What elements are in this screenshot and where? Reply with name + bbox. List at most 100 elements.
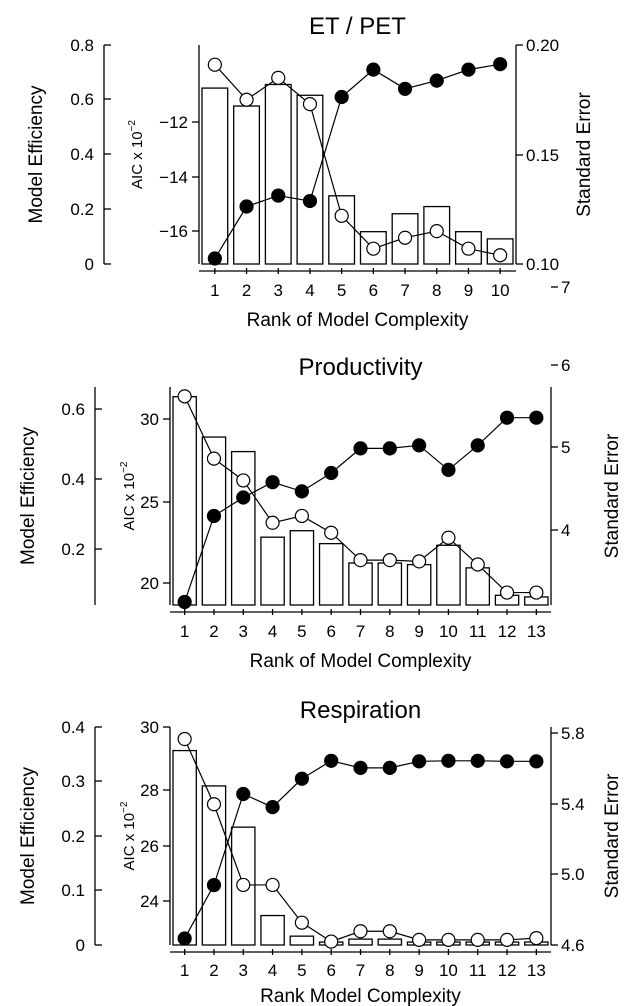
standard-error-point — [206, 797, 222, 812]
panel-2: Productivity 0.2 0.4 0.6 Model Efficiency 20 2… — [18, 278, 623, 672]
standard-error-point — [382, 553, 397, 568]
standard-error-point — [177, 731, 192, 747]
efficiency-point — [441, 753, 456, 768]
standard-error-point — [499, 932, 515, 947]
efficiency-point — [499, 410, 515, 425]
standard-error-point — [397, 230, 413, 245]
bar — [406, 563, 432, 606]
standard-error-point — [177, 389, 192, 404]
chart-title: Respiration — [300, 697, 421, 724]
x-tick-label: 3 — [239, 961, 248, 980]
efficiency-point — [265, 475, 280, 490]
x-tick-label: 11 — [469, 961, 487, 980]
left-tick-label: 0.6 — [61, 400, 85, 419]
left-tick-label: 0.2 — [70, 200, 94, 219]
efficiency-point — [236, 786, 251, 802]
right-tick-label: 4.6 — [561, 936, 585, 955]
left-axis-label: Model Efficiency — [18, 767, 39, 905]
right-tick-label: 7 — [561, 278, 570, 297]
right-axis-label: Standard Error — [574, 92, 595, 217]
x-tick-label: 9 — [464, 281, 473, 300]
standard-error-point — [207, 57, 222, 72]
standard-error-point — [353, 924, 368, 939]
inner-tick-label: 26 — [140, 837, 159, 856]
standard-error-point — [353, 553, 368, 568]
efficiency-point — [499, 754, 515, 769]
standard-error-point — [366, 241, 381, 256]
inner-tick-label: −12 — [159, 113, 188, 132]
x-tick-label: 5 — [297, 961, 306, 980]
bar — [377, 562, 403, 606]
x-axis-label: Rank of Model Complexity — [250, 651, 472, 672]
chart-title: ET / PET — [309, 13, 406, 40]
inner-axis-label-main: AIC x 10 — [121, 813, 138, 871]
right-tick-label: 0.10 — [526, 255, 559, 274]
left-tick-label: 0.8 — [70, 36, 94, 55]
inner-tick-label: 20 — [140, 574, 159, 593]
standard-error-point — [239, 92, 254, 107]
left-tick-label: 0.1 — [61, 881, 85, 900]
standard-error-point — [334, 208, 349, 223]
standard-error-point — [529, 931, 544, 946]
inner-tick-label: 30 — [140, 718, 159, 737]
x-tick-label: 6 — [326, 961, 335, 980]
right-tick-label: 5.4 — [561, 795, 585, 814]
standard-error-point — [324, 934, 339, 949]
bar — [436, 544, 461, 606]
x-tick-label: 7 — [400, 281, 409, 300]
x-tick-label: 10 — [439, 622, 458, 641]
x-tick-label: 10 — [491, 281, 510, 300]
efficiency-point — [265, 800, 280, 815]
bar — [260, 536, 285, 606]
efficiency-point — [429, 73, 444, 88]
bar — [201, 87, 229, 265]
x-tick-label: 3 — [274, 281, 283, 300]
standard-error-line — [214, 64, 501, 256]
bar — [296, 94, 324, 265]
efficiency-point — [382, 760, 397, 775]
x-tick-label: 7 — [356, 961, 365, 980]
efficiency-point — [206, 508, 222, 524]
standard-error-point — [412, 554, 427, 569]
inner-axis-label: AIC x 10−2 — [119, 461, 138, 530]
inner-tick-label: 25 — [140, 493, 159, 512]
inner-tick-label: −14 — [159, 168, 188, 187]
standard-error-point — [236, 877, 251, 893]
x-tick-label: 13 — [527, 961, 546, 980]
bar — [289, 935, 315, 946]
bar — [172, 749, 197, 946]
x-tick-label: 8 — [432, 281, 441, 300]
x-tick-label: 2 — [209, 622, 218, 641]
efficiency-point — [177, 931, 192, 946]
inner-axis-label-sup: −2 — [127, 120, 138, 132]
left-tick-label: 0 — [76, 936, 85, 955]
bar — [264, 83, 292, 265]
efficiency-point — [294, 771, 309, 786]
standard-error-point — [461, 241, 476, 256]
bar — [328, 195, 356, 265]
efficiency-point — [461, 62, 476, 77]
inner-axis-label-sup: −2 — [119, 461, 130, 473]
right-tick-label: 6 — [561, 356, 570, 375]
inner-axis-label-sup: −2 — [119, 801, 130, 813]
standard-error-point — [302, 97, 318, 112]
standard-error-point — [294, 915, 309, 930]
efficiency-point — [397, 81, 413, 96]
inner-tick-label: −16 — [159, 222, 188, 241]
left-tick-label: 0.4 — [70, 145, 94, 164]
inner-axis-label-main: AIC x 10 — [121, 473, 138, 531]
bar — [377, 938, 403, 946]
left-tick-label: 0.3 — [61, 772, 85, 791]
standard-error-point — [429, 224, 444, 239]
bar — [465, 567, 491, 606]
standard-error-point — [382, 924, 397, 939]
chart-title: Productivity — [298, 354, 422, 381]
efficiency-point — [236, 490, 251, 505]
efficiency-point — [412, 438, 427, 453]
x-tick-label: 12 — [498, 961, 517, 980]
efficiency-point — [177, 594, 192, 610]
bar — [260, 914, 285, 946]
efficiency-point — [334, 89, 349, 105]
standard-error-point — [499, 585, 515, 600]
